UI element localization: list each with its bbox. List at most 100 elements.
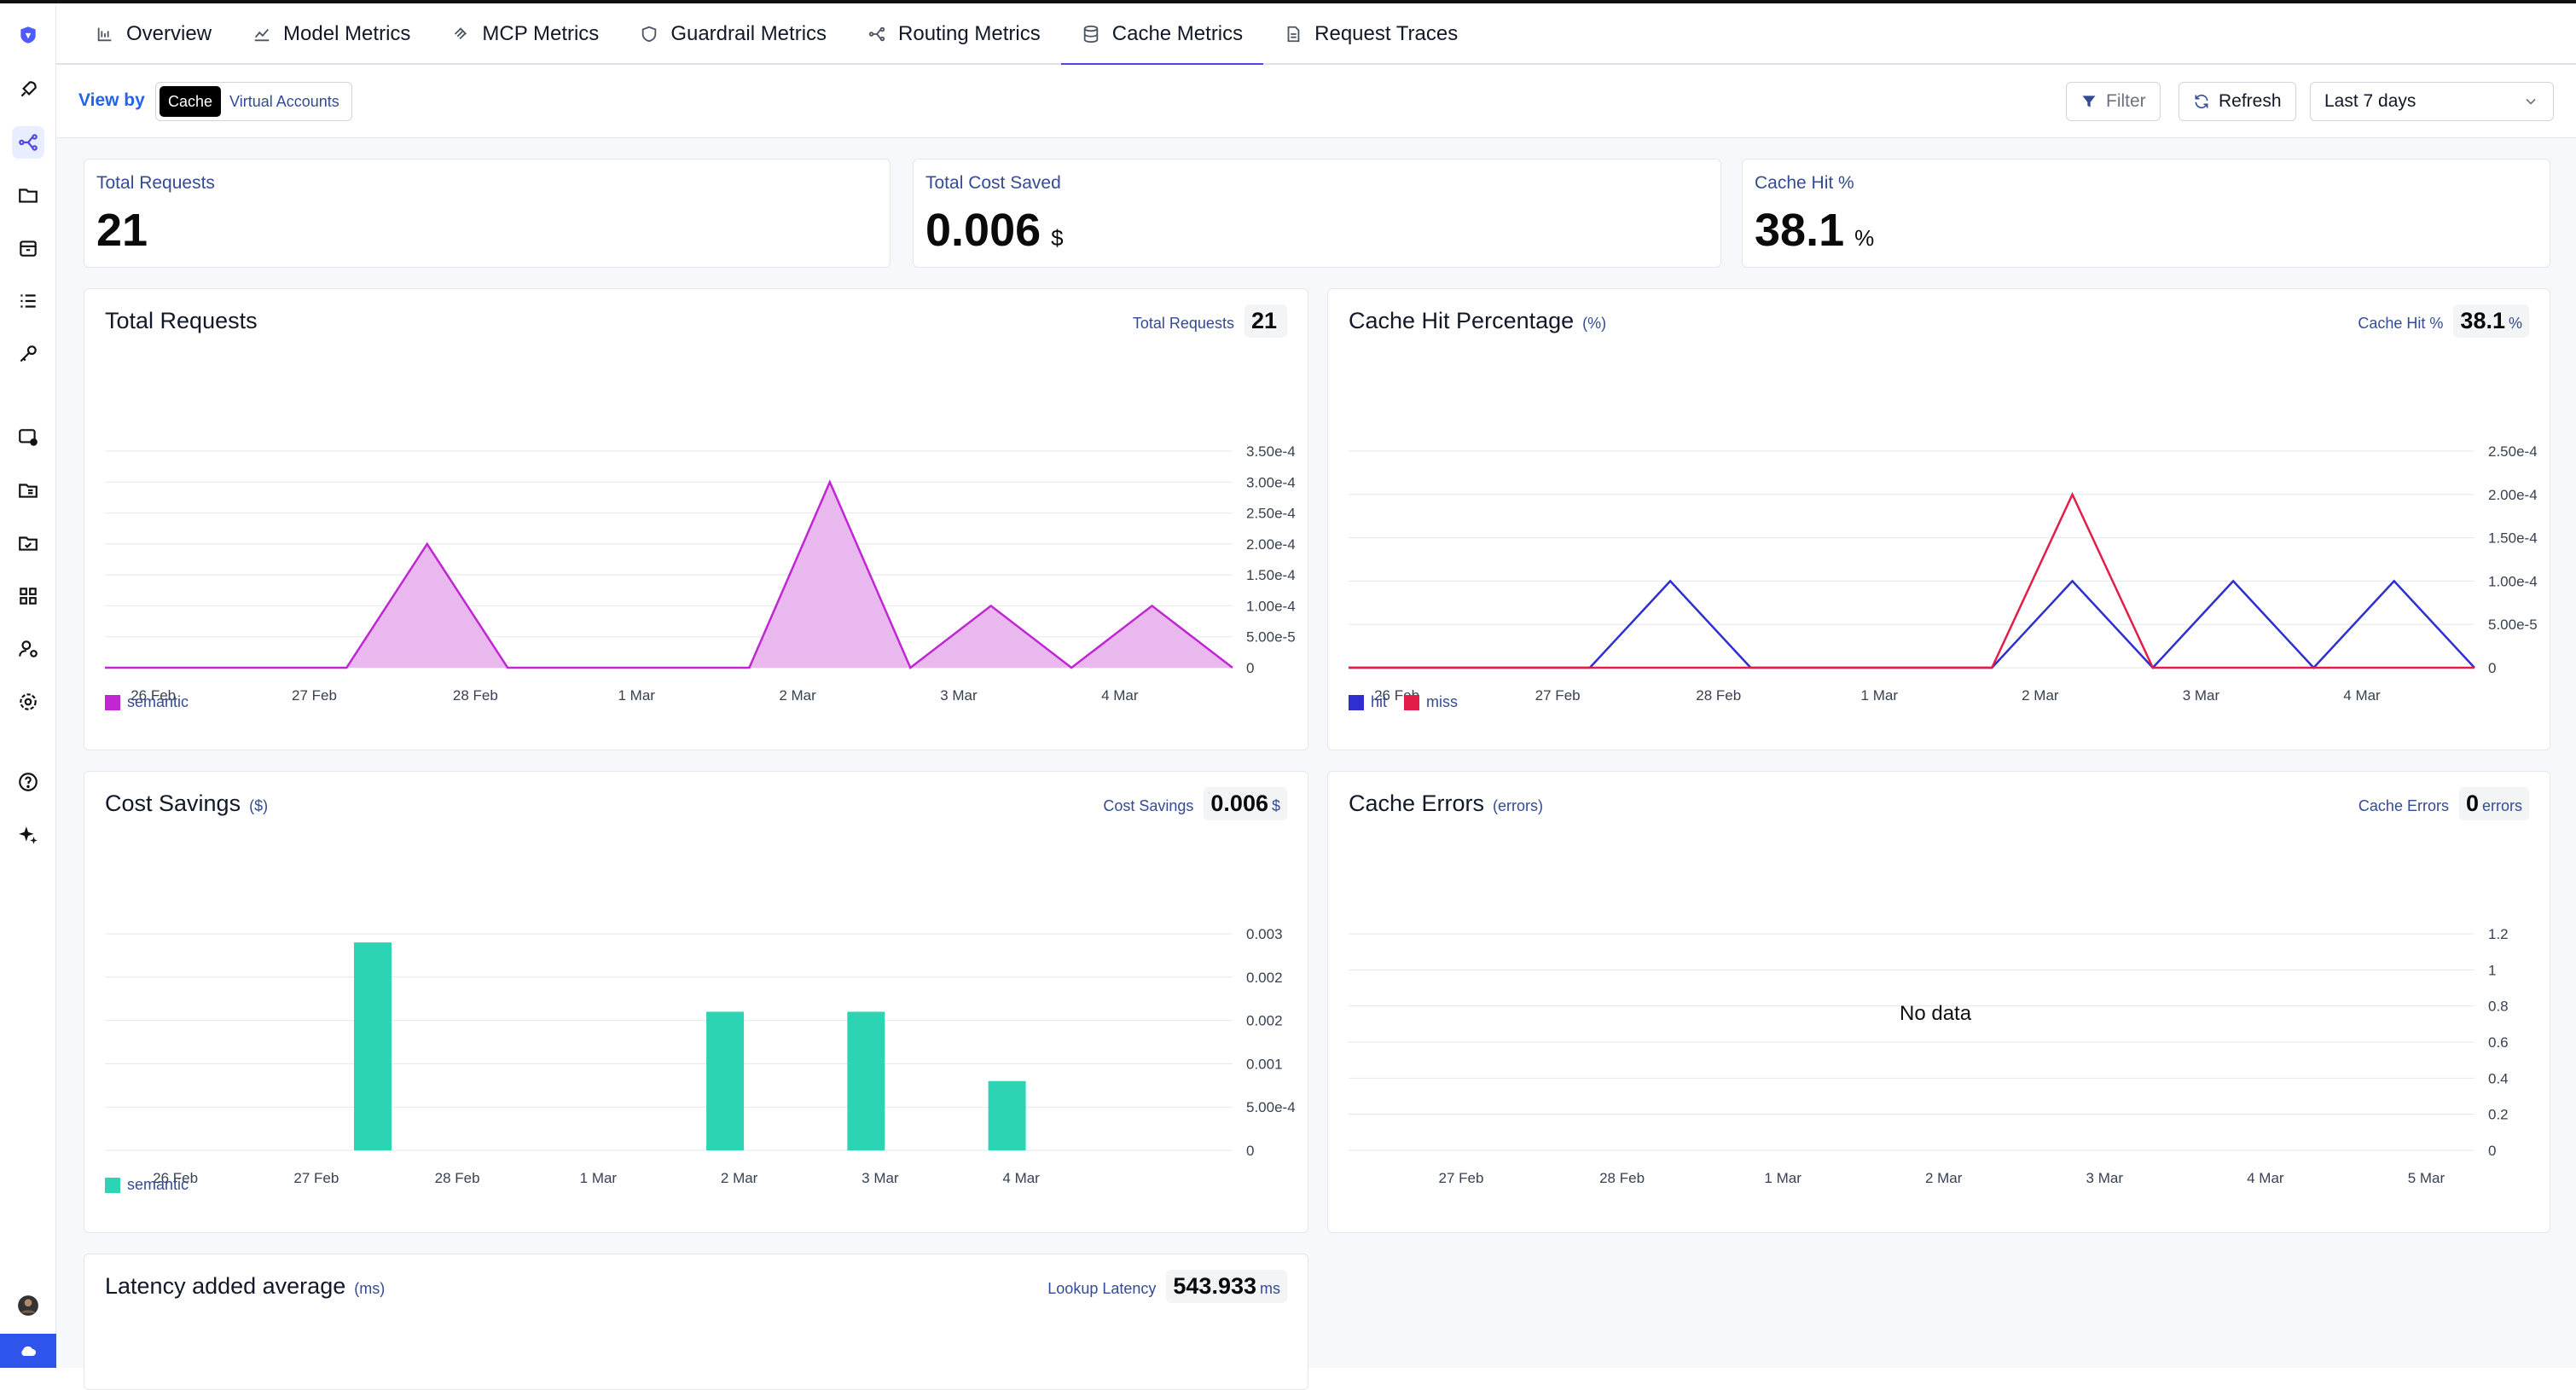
legend-item[interactable]: semantic <box>105 693 189 711</box>
summary-pill: Lookup Latency 543.933 ms <box>1047 1270 1287 1303</box>
cache-hit-chart: 05.00e-51.00e-41.50e-42.00e-42.50e-426 F… <box>1349 443 2538 704</box>
legend-swatch <box>1349 694 1364 710</box>
summary-pill: Cache Hit % 38.1% <box>2358 304 2529 338</box>
tab-label: Routing Metrics <box>898 22 1041 45</box>
x-tick-label: 2 Mar <box>2022 687 2059 704</box>
cloud-icon <box>21 1346 36 1356</box>
monitor-cloud-icon[interactable] <box>12 421 44 454</box>
filter-button[interactable]: Filter <box>2066 82 2161 121</box>
y-tick-label: 1.50e-4 <box>2488 530 2538 547</box>
sidebar <box>0 3 56 1368</box>
folder-code-icon[interactable] <box>12 179 44 211</box>
date-range-select[interactable]: Last 7 days <box>2310 82 2554 121</box>
card-title: Cache Errors (errors) <box>1349 791 1543 817</box>
refresh-icon <box>2195 94 2208 109</box>
card-title-text: Total Requests <box>105 308 258 333</box>
view-option-cache[interactable]: Cache <box>160 86 222 117</box>
tab-mcp-metrics[interactable]: MCP Metrics <box>431 3 619 65</box>
overview-icon <box>97 27 112 42</box>
x-tick-label: 27 Feb <box>293 1170 339 1186</box>
rocket-icon[interactable] <box>12 73 44 106</box>
card-cache-hit-percentage: Cache Hit Percentage (%) Cache Hit % 38.1%… <box>1327 288 2550 750</box>
main-content: Total Requests 21 Total Cost Saved 0.006… <box>56 138 2576 1390</box>
user-settings-icon[interactable] <box>12 633 44 665</box>
help-icon[interactable] <box>12 766 44 798</box>
pill-label: Cache Hit % <box>2358 315 2444 332</box>
bar-semantic <box>847 1011 885 1150</box>
x-tick-label: 1 Mar <box>1764 1170 1801 1186</box>
card-total-requests: Total Requests Total Requests 21 0 5.00e-5… <box>84 288 1308 750</box>
pill-label: Lookup Latency <box>1047 1280 1157 1297</box>
avatar[interactable] <box>12 1289 44 1322</box>
tab-label: Model Metrics <box>283 22 411 45</box>
y-tick-label: 0.001 <box>1246 1056 1283 1072</box>
logo-icon[interactable] <box>12 19 44 51</box>
grid-icon[interactable] <box>12 580 44 612</box>
tab-cache-metrics[interactable]: Cache Metrics <box>1060 3 1264 67</box>
top-border <box>0 0 2576 3</box>
folder-check-icon[interactable] <box>12 527 44 559</box>
tab-overview[interactable]: Overview <box>75 3 232 65</box>
y-tick-label: 0.002 <box>1246 970 1283 986</box>
pill-value: 38.1 <box>2460 308 2505 333</box>
mcp-icon <box>455 27 467 40</box>
y-tick-label: 0.002 <box>1246 1013 1283 1029</box>
y-tick-label: 0.003 <box>1246 926 1283 942</box>
kpi-label: Cache Hit % <box>1755 173 1854 193</box>
x-tick-label: 26 Feb <box>153 1170 198 1186</box>
pill-label: Total Requests <box>1132 315 1234 332</box>
x-tick-label: 5 Mar <box>2408 1170 2445 1186</box>
tab-request-traces[interactable]: Request Traces <box>1263 3 1478 65</box>
x-tick-label: 2 Mar <box>1925 1170 1963 1186</box>
archive-icon[interactable] <box>12 232 44 264</box>
shield-icon <box>642 26 657 43</box>
y-tick-label: 2.00e-4 <box>1246 536 1296 553</box>
cloud-status-bar[interactable] <box>0 1334 56 1368</box>
x-tick-label: 4 Mar <box>2343 687 2381 704</box>
tab-label: Overview <box>126 22 212 45</box>
bar-semantic <box>706 1011 745 1150</box>
card-title-unit: (errors) <box>1493 797 1544 814</box>
chevron-down-icon <box>2526 98 2536 105</box>
chart-legend: semantic <box>105 693 206 711</box>
line-chart-icon <box>254 28 270 42</box>
pill-value-box: 38.1% <box>2453 304 2529 338</box>
card-title: Total Requests <box>105 308 266 334</box>
y-tick-label: 5.00e-4 <box>1246 1099 1296 1115</box>
x-tick-label: 3 Mar <box>940 687 978 704</box>
refresh-button[interactable]: Refresh <box>2179 82 2296 121</box>
y-tick-label: 1.2 <box>2488 926 2509 942</box>
card-title-unit: ($) <box>249 797 269 814</box>
view-option-virtual-accounts[interactable]: Virtual Accounts <box>229 92 339 110</box>
legend-swatch <box>105 1177 120 1193</box>
legend-item[interactable]: semantic <box>105 1176 189 1194</box>
card-latency: Latency added average (ms) Lookup Latency… <box>84 1254 1308 1390</box>
x-tick-label: 3 Mar <box>862 1170 899 1186</box>
pill-value-box: 0.006 $ <box>1204 787 1287 820</box>
kpi-total-requests: Total Requests 21 <box>84 159 891 268</box>
legend-item[interactable]: miss <box>1404 693 1458 711</box>
sparkle-icon[interactable] <box>12 819 44 851</box>
x-tick-label: 27 Feb <box>1439 1170 1484 1186</box>
pill-unit: errors <box>2481 797 2522 814</box>
pill-value: 0.006 <box>1210 791 1268 816</box>
series-line-miss <box>1349 491 2474 669</box>
key-icon[interactable] <box>12 338 44 370</box>
tab-guardrail-metrics[interactable]: Guardrail Metrics <box>619 3 847 65</box>
legend-item[interactable]: hit <box>1349 693 1387 711</box>
kpi-cache-hit: Cache Hit % 38.1% <box>1742 159 2550 268</box>
tab-routing-metrics[interactable]: Routing Metrics <box>847 3 1061 65</box>
y-tick-label: 5.00e-5 <box>1246 629 1296 646</box>
tab-model-metrics[interactable]: Model Metrics <box>232 3 431 65</box>
y-tick-label: 1 <box>2488 962 2496 978</box>
folder-tree-icon[interactable] <box>12 474 44 507</box>
list-icon[interactable] <box>12 285 44 317</box>
y-tick-label: 0.4 <box>2488 1070 2509 1086</box>
pill-value-box: 21 <box>1244 304 1287 338</box>
gear-icon[interactable] <box>12 686 44 718</box>
kpi-label: Total Cost Saved <box>925 173 1061 193</box>
routing-icon <box>868 26 885 42</box>
routing-icon[interactable] <box>12 126 44 159</box>
refresh-label: Refresh <box>2219 91 2282 111</box>
x-tick-label: 1 Mar <box>1861 687 1899 704</box>
